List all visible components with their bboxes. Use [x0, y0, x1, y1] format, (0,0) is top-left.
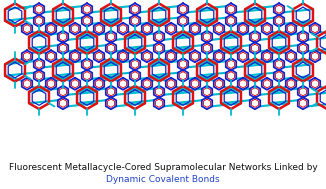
Text: Dynamic Covalent Bonds: Dynamic Covalent Bonds	[106, 174, 220, 184]
Text: Fluorescent Metallacycle-Cored Supramolecular Networks Linked by: Fluorescent Metallacycle-Cored Supramole…	[8, 163, 318, 171]
